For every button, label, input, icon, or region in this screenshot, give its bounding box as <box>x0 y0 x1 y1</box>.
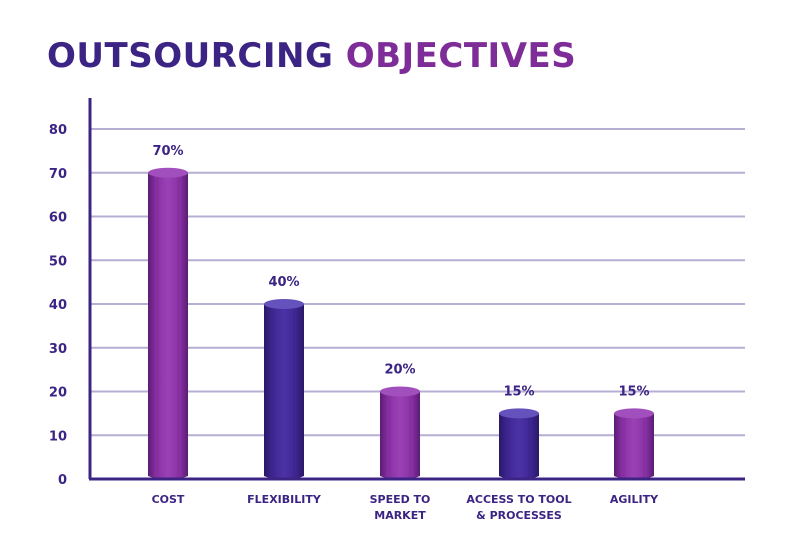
y-tick-label: 20 <box>49 386 67 401</box>
y-tick-label: 70 <box>49 167 67 182</box>
y-tick-label: 60 <box>49 211 67 226</box>
x-category-label: SPEED TO MARKET <box>370 493 431 522</box>
x-category-label: ACCESS TO TOOL & PROCESSES <box>466 493 571 522</box>
bar <box>264 304 304 479</box>
y-axis-ticks: 0 10 20 30 40 50 60 70 80 <box>49 123 67 488</box>
bar <box>148 172 188 479</box>
bars <box>148 167 654 479</box>
bar-cap <box>264 299 304 309</box>
data-labels: 70% 40% 20% 15% 15% <box>152 144 649 400</box>
data-label: 15% <box>503 384 534 399</box>
chart-title-part1: OUTSOURCING <box>47 36 334 76</box>
data-label: 40% <box>268 275 299 290</box>
bar-cap <box>614 408 654 419</box>
x-axis-categories: COST FLEXIBILITY SPEED TO MARKET ACCESS TO T… <box>152 493 660 522</box>
data-label: 20% <box>384 363 415 378</box>
y-tick-label: 30 <box>49 342 67 357</box>
bar-cap <box>380 386 420 397</box>
x-category-label: COST <box>152 493 185 506</box>
x-category-label: AGILITY <box>610 493 659 506</box>
bar <box>614 413 654 479</box>
y-tick-label: 40 <box>49 298 67 313</box>
data-label: 70% <box>152 144 183 159</box>
bar-cap <box>499 408 539 419</box>
bar <box>380 391 420 479</box>
y-tick-label: 0 <box>58 473 67 488</box>
y-tick-label: 80 <box>49 123 67 138</box>
chart-title: OUTSOURCING OBJECTIVES <box>47 34 576 78</box>
chart-title-part2: OBJECTIVES <box>345 36 577 76</box>
data-label: 15% <box>618 384 649 399</box>
bar-cap <box>148 167 188 178</box>
x-category-label: FLEXIBILITY <box>247 493 322 506</box>
y-tick-label: 10 <box>49 429 67 444</box>
bar <box>499 413 539 479</box>
grid-lines <box>90 128 745 437</box>
y-tick-label: 50 <box>49 254 67 269</box>
